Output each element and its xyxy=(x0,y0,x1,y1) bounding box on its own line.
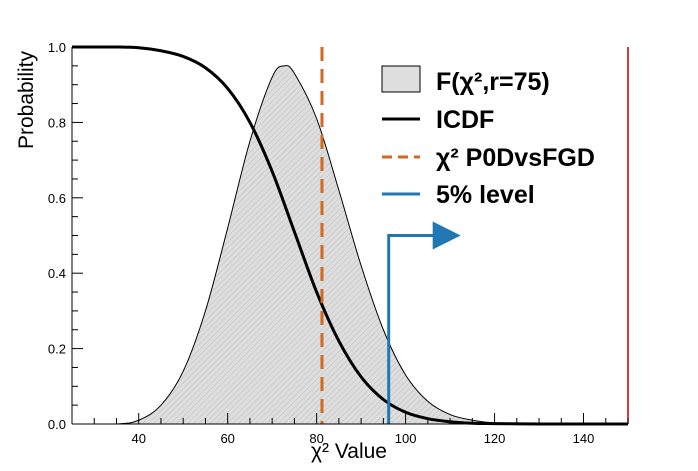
y-tick-label: 0.2 xyxy=(48,342,66,357)
y-tick-label: 0.8 xyxy=(48,115,66,130)
y-tick-label: 0.6 xyxy=(48,191,66,206)
legend-label-level: 5% level xyxy=(436,181,535,209)
level-5pct-line xyxy=(387,234,435,424)
icdf-line xyxy=(71,45,628,426)
y-tick-label: 1.0 xyxy=(48,40,66,55)
x-tick-label: 80 xyxy=(309,431,323,446)
plot-area xyxy=(71,45,628,426)
legend-label-observed: χ² P0DvsFGD xyxy=(436,144,595,172)
legend-label-icdf: ICDF xyxy=(436,106,494,134)
y-tick-label: 0.0 xyxy=(48,417,66,432)
pdf-area xyxy=(72,65,628,424)
legend-swatch-pdf xyxy=(381,65,421,93)
legend-label-pdf: F(χ²,r=75) xyxy=(436,68,550,96)
y-axis-title: Probability xyxy=(15,50,38,149)
x-tick-label: 140 xyxy=(573,431,595,446)
x-tick-label: 120 xyxy=(484,431,506,446)
x-tick-label: 60 xyxy=(220,431,234,446)
x-tick-label: 100 xyxy=(395,431,417,446)
pdf-line xyxy=(72,65,628,425)
x-axis-title: χ² Value xyxy=(311,440,387,463)
x-tick-label: 40 xyxy=(131,431,145,446)
y-tick-label: 0.4 xyxy=(48,266,66,281)
legend: F(χ²,r=75) ICDF χ² P0DvsFGD 5% level xyxy=(381,65,595,209)
level-5pct-arrowhead xyxy=(432,221,461,250)
axes: 40 60 80 100 120 140 0.0 0.2 0.4 0.6 0.8 1.0 xyxy=(48,40,629,446)
